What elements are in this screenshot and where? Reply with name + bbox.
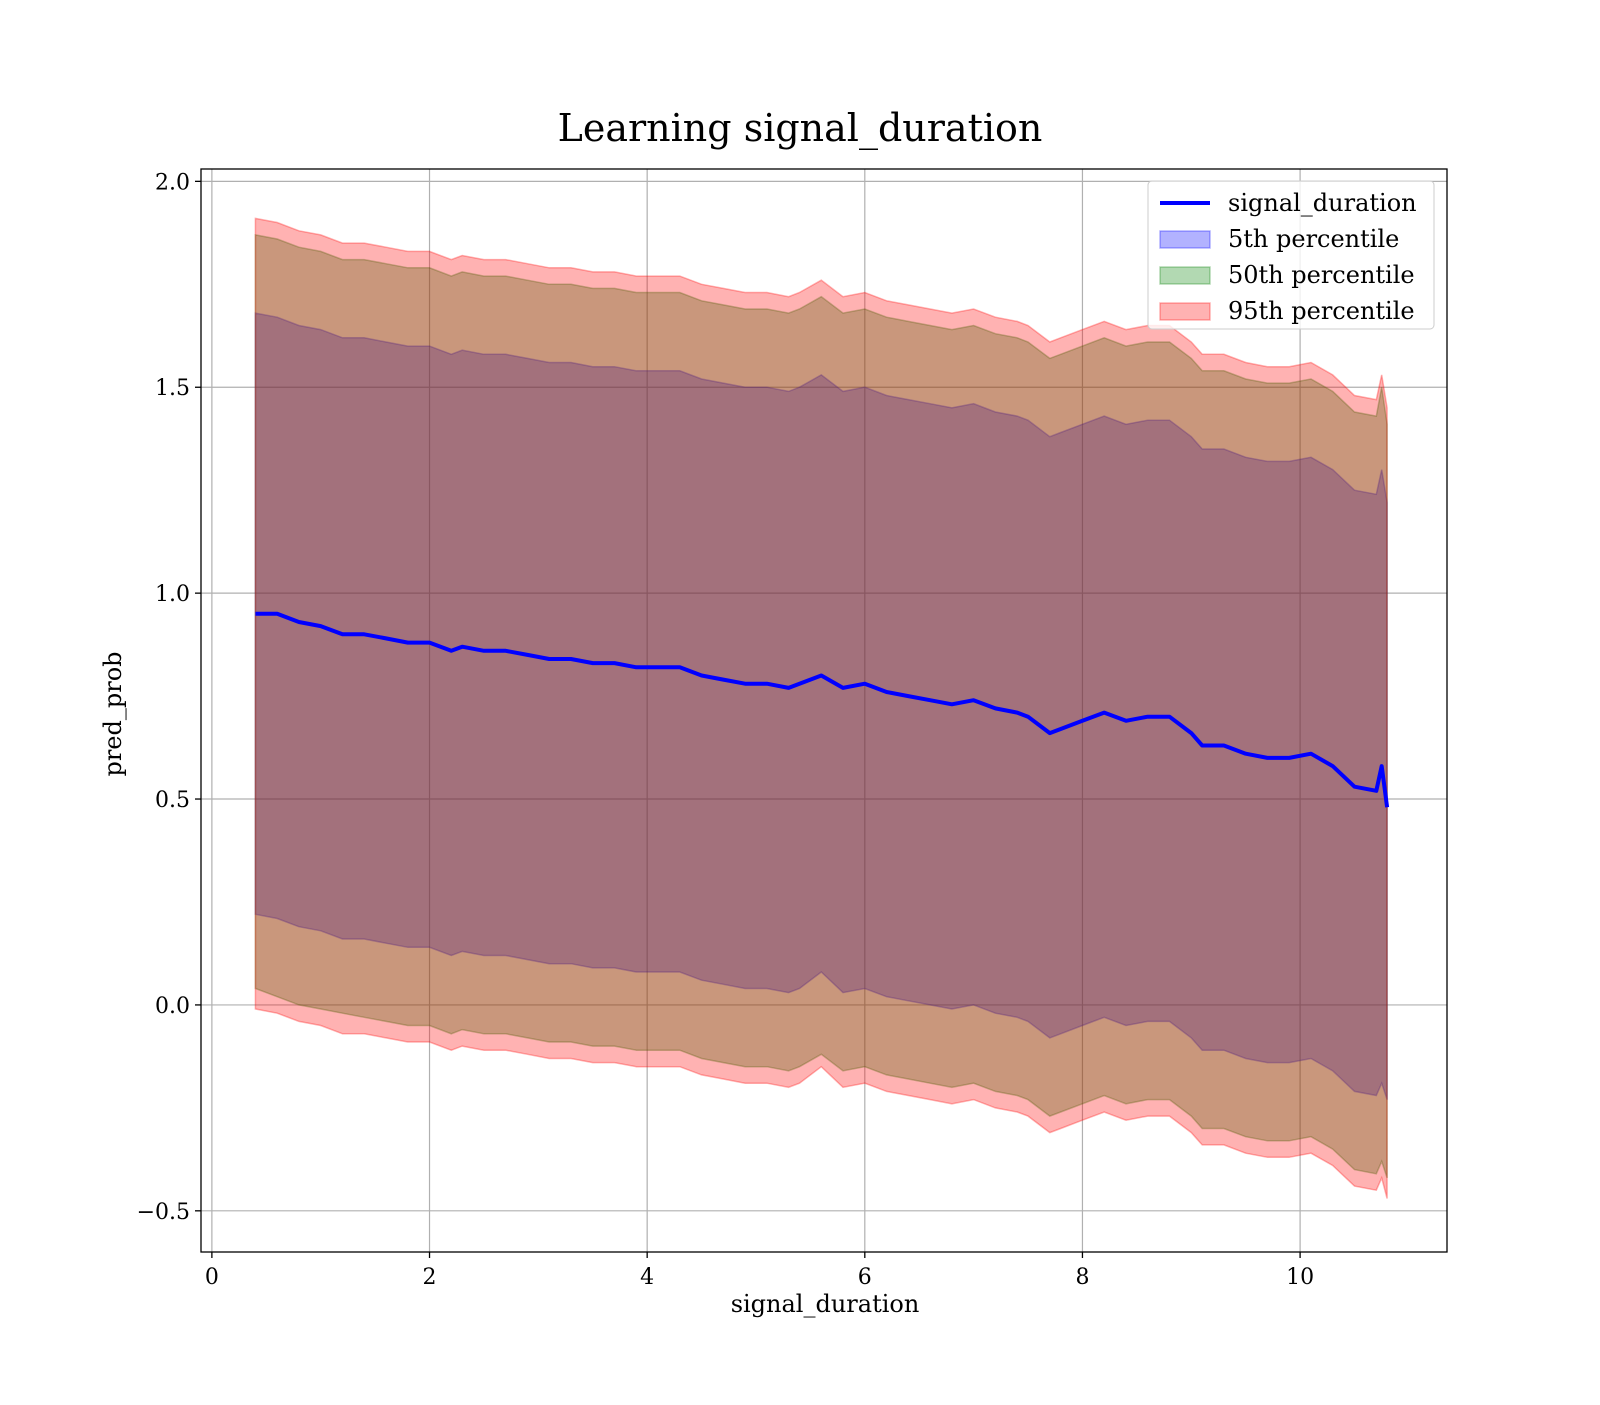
legend-label: signal_duration: [1228, 189, 1417, 217]
legend-swatch-band: [1159, 230, 1211, 249]
x-tick-label: 6: [858, 1265, 872, 1290]
band-series-2: [254, 233, 1388, 1179]
legend-label: 5th percentile: [1228, 225, 1399, 253]
x-tick-label: 8: [1075, 1265, 1089, 1290]
line-series-0: [255, 611, 1390, 808]
legend-label: 50th percentile: [1228, 261, 1415, 289]
band-series-3: [254, 217, 1388, 1199]
plot-area: 0 2 4 6 8 10 −0.5 0.0 0.5 1.0 1.5 2.0: [137, 168, 1448, 1290]
band-series-1: [254, 312, 1388, 1100]
x-tick-label: 2: [423, 1265, 437, 1290]
x-tick-label: 4: [640, 1265, 654, 1290]
legend-label: 95th percentile: [1228, 297, 1415, 325]
chart-title: Learning signal_duration: [558, 106, 1043, 151]
y-tick-label: 0.5: [155, 788, 190, 813]
y-tick-label: 1.0: [155, 582, 190, 607]
x-tick-label: 10: [1286, 1265, 1314, 1290]
y-tick-label: 2.0: [155, 170, 190, 195]
legend: signal_duration 5th percentile 50th percen…: [1147, 180, 1435, 330]
y-axis-label: pred_prob: [99, 651, 127, 776]
plot-frame: [200, 168, 1448, 1253]
y-tick-label: 0.0: [155, 994, 190, 1019]
legend-swatch-band: [1159, 266, 1211, 285]
y-tick-label: −0.5: [137, 1200, 190, 1225]
x-tick-label: 0: [205, 1265, 219, 1290]
legend-box: [1147, 180, 1435, 330]
y-tick-label: 1.5: [155, 376, 190, 401]
x-axis-label: signal_duration: [731, 1290, 920, 1318]
legend-swatch-band: [1159, 302, 1211, 321]
